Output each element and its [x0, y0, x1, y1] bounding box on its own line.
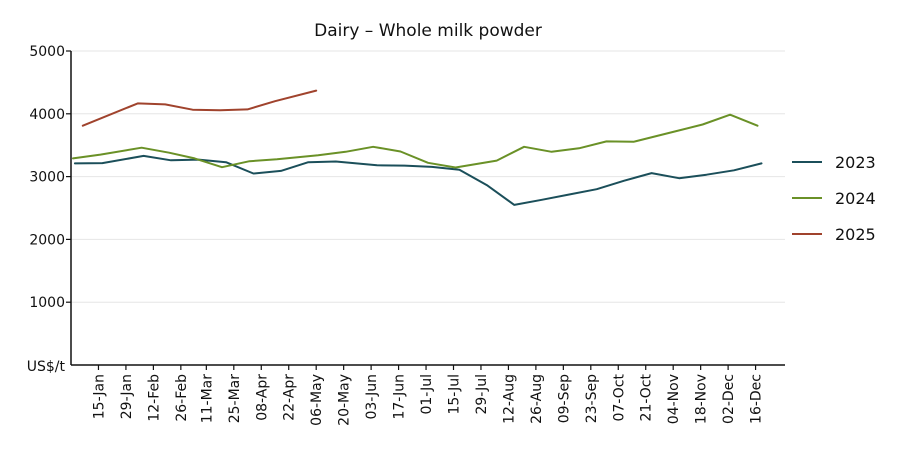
x-tick-label: 06-May: [309, 374, 325, 426]
y-unit-label: US$/t: [27, 359, 66, 375]
series-line-2024: [72, 113, 759, 169]
legend: 2023 2024 2025: [792, 153, 876, 244]
x-tick-label: 15-Jan: [91, 374, 107, 419]
legend-label-2025: 2025: [835, 225, 876, 244]
x-tick-label: 26-Aug: [529, 374, 545, 424]
x-tick-label: 29-Jul: [474, 374, 490, 415]
x-tick-label: 21-Oct: [639, 373, 655, 421]
x-tick-label: 11-Mar: [199, 374, 215, 424]
x-tick-label: 29-Jan: [119, 374, 135, 419]
legend-label-2023: 2023: [835, 153, 876, 172]
x-tick-label: 12-Aug: [501, 374, 517, 424]
y-tick-label: 3000: [29, 170, 65, 186]
chart-title: Dairy – Whole milk powder: [314, 21, 542, 41]
x-tick-label: 08-Apr: [254, 374, 270, 421]
y-tick-label: 2000: [29, 232, 65, 248]
series-lines: [72, 89, 763, 206]
x-tick-label: 17-Jun: [392, 374, 408, 420]
x-tick-label: 25-Mar: [227, 374, 243, 424]
x-axis: 15-Jan 29-Jan 12-Feb 26-Feb 11-Mar 25-Mar 08-A…: [71, 364, 785, 426]
x-tick-label: 09-Sep: [556, 374, 572, 423]
x-tick-label: 15-Jul: [447, 374, 463, 415]
x-tick-label: 02-Dec: [721, 374, 737, 424]
grid: [71, 50, 785, 303]
series-line-2025: [81, 89, 318, 127]
x-tick-label: 07-Oct: [611, 373, 627, 421]
y-tick-label: 4000: [29, 107, 65, 123]
legend-label-2024: 2024: [835, 189, 876, 208]
x-tick-label: 18-Nov: [694, 374, 710, 424]
x-tick-label: 22-Apr: [282, 374, 298, 421]
x-tick-label: 16-Dec: [749, 374, 765, 424]
x-tick-label: 23-Sep: [584, 374, 600, 423]
x-tick-label: 12-Feb: [146, 374, 162, 422]
x-tick-label: 04-Nov: [666, 374, 682, 424]
x-tick-label: 26-Feb: [174, 374, 190, 422]
x-tick-label: 20-May: [337, 374, 353, 426]
y-axis: 1000 2000 3000 4000 5000: [29, 44, 72, 365]
y-tick-label: 1000: [29, 295, 65, 311]
x-tick-label: 01-Jul: [419, 374, 435, 415]
series-line-2023: [73, 154, 763, 206]
y-tick-label: 5000: [29, 44, 65, 60]
x-tick-label: 03-Jun: [364, 374, 380, 420]
